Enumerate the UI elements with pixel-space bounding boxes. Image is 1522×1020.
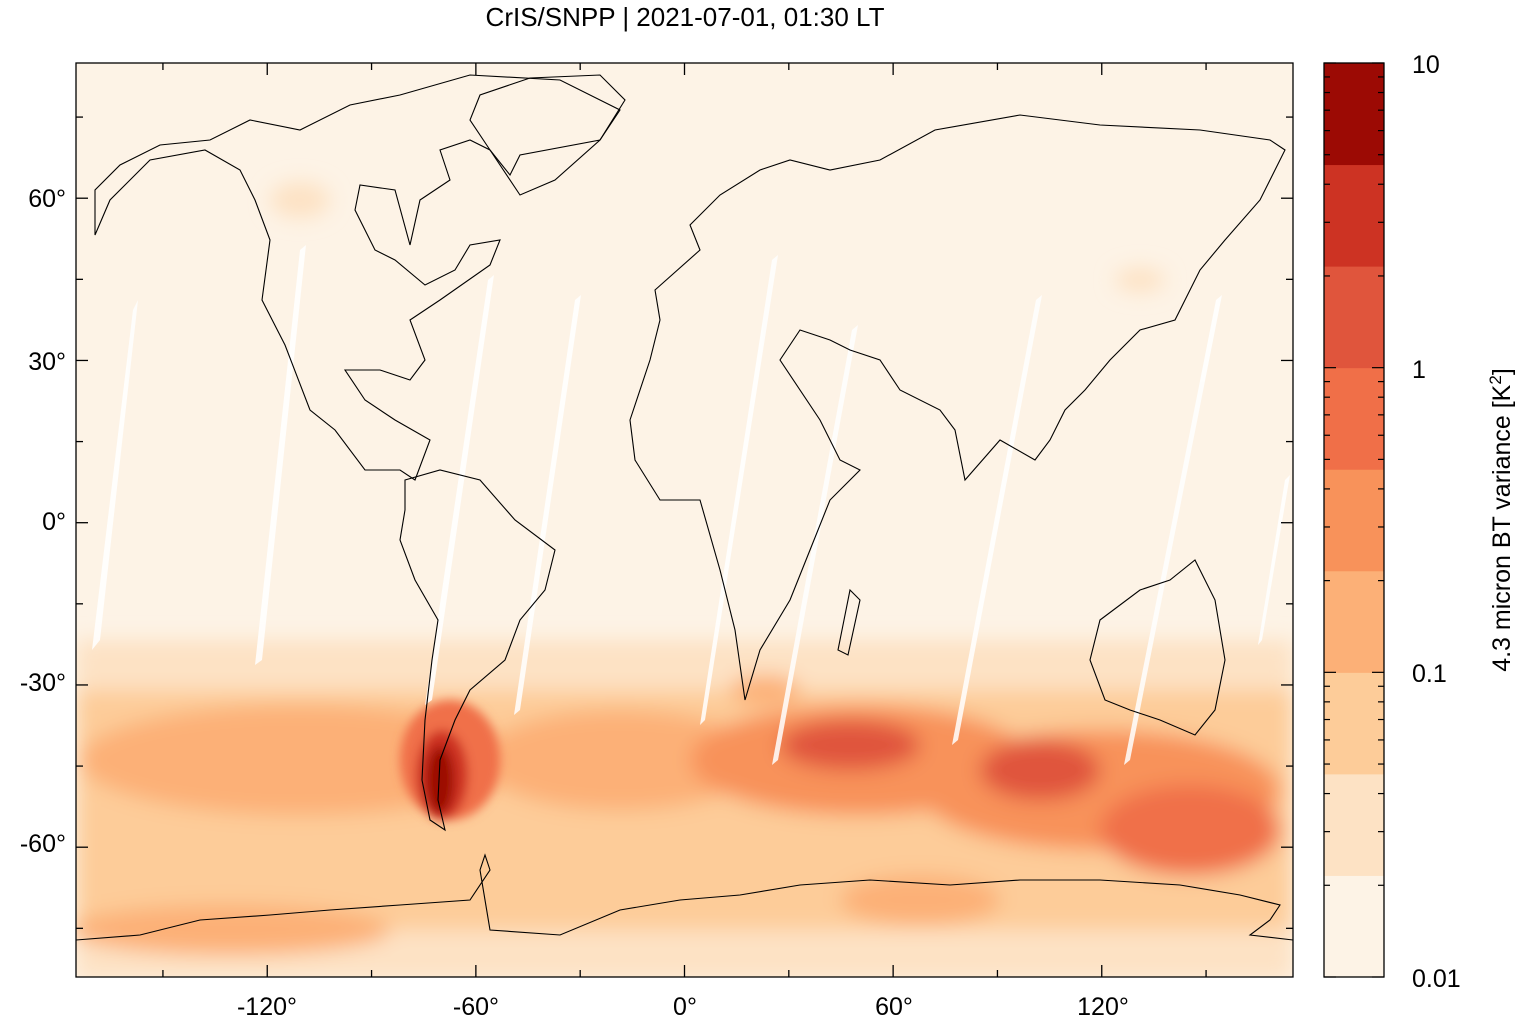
antarctica-coast <box>76 853 1293 941</box>
colorbar <box>1324 63 1384 978</box>
y-tick-label: 30° <box>28 348 66 376</box>
y-tick-label: 60° <box>28 185 66 213</box>
colorbar-tick-label: 10 <box>1412 51 1440 79</box>
coastlines <box>76 74 1293 941</box>
colorbar-band <box>1324 773 1384 876</box>
colorbar-band <box>1324 875 1384 978</box>
australia-coast <box>1089 559 1226 736</box>
colorbar-tick-label: 1 <box>1412 356 1426 384</box>
y-tick-label: -60° <box>20 830 66 858</box>
x-tick-label: 120° <box>1077 993 1129 1020</box>
x-tick-label: 0° <box>673 993 697 1020</box>
colorbar-band <box>1324 367 1384 470</box>
swath-gaps <box>92 245 1290 765</box>
x-axis-labels: -120° -60° 0° 60° 120° <box>237 993 1129 1020</box>
y-tick-label: 0° <box>42 508 66 536</box>
colorbar-band <box>1324 570 1384 673</box>
x-tick-label: 60° <box>875 993 913 1020</box>
colorbar-tick-marks <box>1324 62 1384 978</box>
south-america-coast <box>399 469 556 832</box>
colorbar-band <box>1324 266 1384 369</box>
variance-field <box>76 63 1293 977</box>
colorbar-band <box>1324 164 1384 267</box>
x-tick-label: -60° <box>453 993 499 1020</box>
x-tick-label: -120° <box>237 993 297 1020</box>
colorbar-tick-label: 0.1 <box>1412 660 1447 688</box>
y-axis-labels: 60° 30° 0° -30° -60° <box>20 185 66 858</box>
patagonia-hotspot <box>400 700 500 820</box>
colorbar-frame <box>1323 62 1385 978</box>
europe-africa-coast <box>629 114 1286 701</box>
greenland-coast <box>469 74 626 196</box>
colorbar-band <box>1324 672 1384 775</box>
colorbar-tick-label: 0.01 <box>1412 965 1461 993</box>
colorbar-band <box>1324 63 1384 166</box>
north-america-coast <box>94 74 621 481</box>
map-title: CrIS/SNPP | 2021-07-01, 01:30 LT <box>485 2 885 32</box>
map-tick-marks <box>76 63 1293 977</box>
colorbar-band <box>1324 469 1384 572</box>
colorbar-labels: 10 1 0.1 0.01 <box>1412 51 1461 993</box>
colorbar-axis-label: 4.3 micron BT variance [K2] <box>1486 368 1516 672</box>
y-tick-label: -30° <box>20 669 66 697</box>
madagascar-coast <box>837 588 861 656</box>
